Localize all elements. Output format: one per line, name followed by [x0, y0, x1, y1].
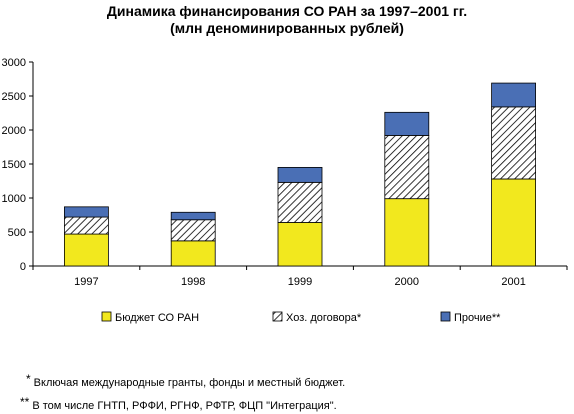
bar-2-2000 [384, 135, 430, 200]
bar-3-2000 [384, 111, 430, 136]
legend-swatch-1 [101, 311, 112, 322]
legend-label-3: Прочие** [454, 312, 501, 324]
y-tick-label: 500 [8, 227, 26, 239]
footnote-2: ** В том числе ГНТП, РФФИ, РГНФ, РФТР, ФЦ… [20, 395, 337, 412]
bar-1-1997 [64, 233, 109, 267]
bar-2-1997 [64, 216, 109, 235]
bar-3-1999 [277, 166, 323, 183]
legend-swatch-2 [272, 311, 283, 322]
x-tick-label: 2000 [395, 276, 419, 288]
bar-2-2001 [491, 106, 537, 180]
footnote-1-mark: * [26, 372, 31, 386]
x-tick-label: 1997 [74, 276, 98, 288]
chart-subtitle: (млн деноминированных рублей) [170, 20, 404, 36]
bar-2-1998 [170, 219, 216, 242]
legend-swatch-3 [440, 311, 451, 322]
bar-1-1999 [277, 222, 323, 267]
chart-title: Динамика финансирования СО РАН за 1997–2… [106, 3, 468, 19]
bar-3-1998 [170, 211, 216, 221]
y-tick-label: 2000 [2, 125, 26, 137]
footnote-1: * Включая международные гранты, фонды и м… [26, 372, 346, 389]
bar-3-2001 [491, 82, 537, 108]
y-tick-label: 1500 [2, 159, 26, 171]
x-tick-label: 1998 [181, 276, 205, 288]
bar-3-1997 [64, 206, 109, 218]
bar-2-1999 [277, 181, 323, 223]
bar-1-1998 [170, 240, 216, 267]
bar-1-2001 [491, 178, 537, 267]
y-tick-label: 3000 [2, 57, 26, 69]
legend-label-2: Хоз. договора* [286, 312, 362, 324]
y-tick-label: 2500 [2, 91, 26, 103]
footnote-2-mark: ** [20, 395, 30, 409]
legend-label-1: Бюджет СО РАН [115, 312, 199, 324]
bar-1-2000 [384, 198, 430, 267]
footnote-2-text: В том числе ГНТП, РФФИ, РГНФ, РФТР, ФЦП … [32, 400, 337, 412]
x-tick-label: 2001 [501, 276, 525, 288]
y-tick-label: 0 [20, 261, 26, 273]
y-tick-label: 1000 [2, 193, 26, 205]
footnote-1-text: Включая международные гранты, фонды и ме… [33, 377, 346, 389]
x-tick-label: 1999 [288, 276, 312, 288]
